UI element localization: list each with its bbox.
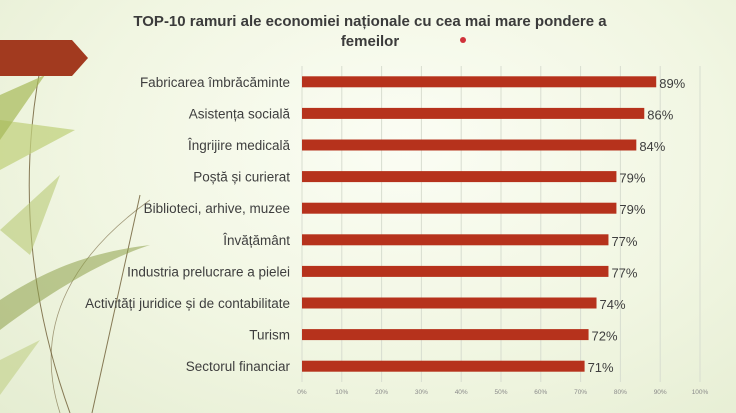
- bars: [302, 76, 657, 372]
- data-label: 79%: [619, 202, 645, 217]
- category-label: Poștă și curierat: [193, 170, 290, 185]
- data-label: 89%: [659, 76, 685, 91]
- decorative-shape: [0, 175, 60, 255]
- bar: [302, 171, 617, 183]
- decorative-shape: [0, 75, 45, 140]
- x-tick-label: 20%: [375, 389, 388, 396]
- category-label: Biblioteci, arhive, muzee: [144, 201, 290, 216]
- category-label: Industria prelucrare a pielei: [127, 264, 290, 279]
- data-label: 77%: [611, 265, 637, 280]
- category-labels: Fabricarea îmbrăcăminte Asistența socială…: [85, 75, 290, 374]
- decorative-shape: [0, 120, 75, 170]
- accent-dot: [460, 37, 466, 43]
- accent-arrow: [0, 40, 88, 76]
- x-tick-label: 60%: [534, 389, 547, 396]
- decorative-shape: [0, 340, 40, 395]
- data-label: 77%: [611, 234, 637, 249]
- bar: [302, 360, 585, 372]
- category-label: Îngrijire medicală: [187, 138, 291, 153]
- bar: [302, 265, 609, 277]
- bar: [302, 234, 609, 246]
- decorative-curve: [91, 194, 141, 413]
- x-tick-label: 30%: [415, 389, 428, 396]
- decorative-curve: [50, 199, 151, 413]
- category-label: Asistența socială: [189, 106, 291, 121]
- x-tick-label: 0%: [297, 389, 307, 396]
- bar: [302, 139, 637, 151]
- data-labels: 89% 86% 84% 79% 79% 77% 77% 74% 72% 71%: [588, 76, 686, 375]
- chart-title: TOP-10 ramuri ale economiei naționale cu…: [133, 13, 607, 50]
- x-tick-label: 40%: [455, 389, 468, 396]
- category-label: Activități juridice și de contabilitate: [85, 296, 290, 311]
- decorative-curve: [28, 44, 71, 413]
- x-tick-label: 10%: [335, 389, 348, 396]
- category-label: Învățământ: [222, 233, 290, 248]
- x-tick-label: 100%: [692, 389, 709, 396]
- x-axis-tick-labels: 0% 10% 20% 30% 40% 50% 60% 70% 80% 90% 100%: [297, 389, 708, 396]
- data-label: 79%: [619, 171, 645, 186]
- bar: [302, 297, 597, 309]
- bar: [302, 329, 589, 341]
- x-tick-label: 90%: [654, 389, 667, 396]
- data-label: 84%: [639, 139, 665, 154]
- bar: [302, 76, 657, 88]
- bar: [302, 107, 645, 119]
- data-label: 74%: [600, 297, 626, 312]
- x-tick-label: 70%: [574, 389, 587, 396]
- category-label: Sectorul financiar: [186, 359, 291, 374]
- x-tick-label: 80%: [614, 389, 627, 396]
- data-label: 71%: [588, 360, 614, 375]
- bar: [302, 202, 617, 214]
- category-label: Fabricarea îmbrăcăminte: [140, 75, 290, 90]
- decorative-swoosh: [0, 245, 150, 330]
- data-label: 72%: [592, 329, 618, 344]
- x-tick-label: 50%: [494, 389, 507, 396]
- category-label: Turism: [249, 328, 290, 343]
- data-label: 86%: [647, 107, 673, 122]
